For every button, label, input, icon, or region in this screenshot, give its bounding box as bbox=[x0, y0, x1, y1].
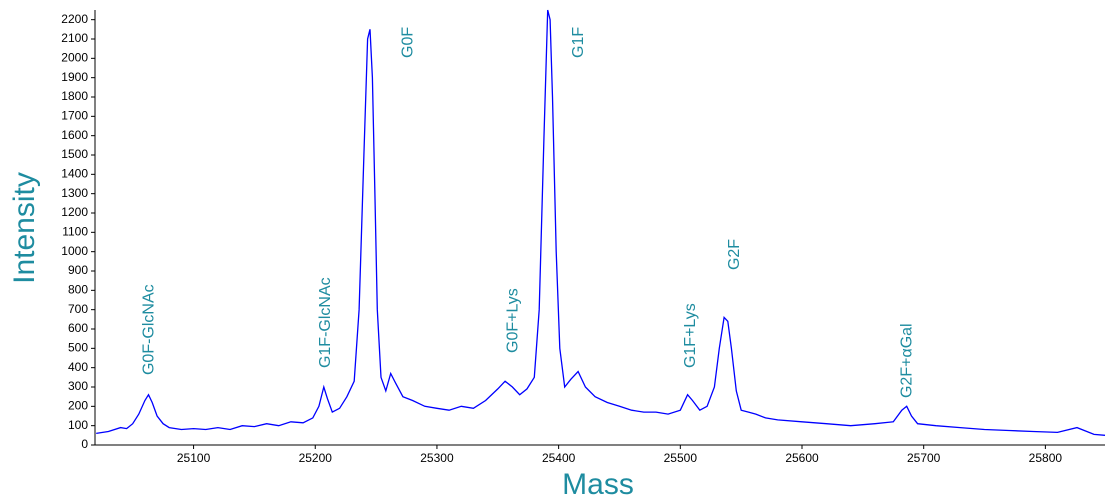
y-tick-label: 2100 bbox=[61, 31, 88, 45]
peak-label: G2F+αGal bbox=[899, 323, 916, 398]
y-tick-label: 1500 bbox=[61, 147, 88, 161]
x-axis-label: Mass bbox=[562, 468, 634, 498]
y-tick-label: 2000 bbox=[61, 51, 88, 65]
peak-label: G1F+Lys bbox=[682, 303, 699, 368]
x-tick-label: 25400 bbox=[542, 451, 576, 465]
y-tick-label: 300 bbox=[68, 379, 88, 393]
x-tick-label: 25500 bbox=[664, 451, 698, 465]
y-tick-label: 800 bbox=[68, 283, 88, 297]
x-tick-label: 25600 bbox=[785, 451, 819, 465]
y-axis-label: Intensity bbox=[8, 172, 41, 284]
y-tick-label: 2200 bbox=[61, 12, 88, 26]
y-tick-label: 1900 bbox=[61, 70, 88, 84]
y-tick-label: 200 bbox=[68, 399, 88, 413]
y-tick-label: 700 bbox=[68, 302, 88, 316]
peak-label: G0F+Lys bbox=[504, 288, 521, 353]
y-tick-label: 900 bbox=[68, 263, 88, 277]
spectrum-line bbox=[96, 9, 1106, 436]
y-tick-label: 600 bbox=[68, 321, 88, 335]
x-tick-label: 25300 bbox=[420, 451, 454, 465]
x-tick-label: 25800 bbox=[1029, 451, 1063, 465]
y-tick-label: 1700 bbox=[61, 109, 88, 123]
y-tick-label: 1600 bbox=[61, 128, 88, 142]
peak-label: G0F bbox=[400, 27, 417, 58]
x-tick-label: 25100 bbox=[177, 451, 211, 465]
peak-label: G2F bbox=[726, 239, 743, 270]
y-tick-label: 0 bbox=[81, 437, 88, 451]
peak-label: G0F-GlcNAc bbox=[141, 284, 158, 375]
y-tick-label: 400 bbox=[68, 360, 88, 374]
y-tick-label: 1800 bbox=[61, 89, 88, 103]
y-tick-label: 500 bbox=[68, 341, 88, 355]
y-tick-label: 1300 bbox=[61, 186, 88, 200]
peak-label: G1F-GlcNAc bbox=[317, 277, 334, 368]
x-tick-label: 25700 bbox=[907, 451, 941, 465]
y-tick-label: 100 bbox=[68, 418, 88, 432]
y-tick-label: 1000 bbox=[61, 244, 88, 258]
y-tick-label: 1400 bbox=[61, 167, 88, 181]
peak-label: G1F bbox=[570, 27, 587, 58]
y-tick-label: 1200 bbox=[61, 205, 88, 219]
y-tick-label: 1100 bbox=[62, 225, 88, 239]
x-tick-label: 25200 bbox=[299, 451, 333, 465]
